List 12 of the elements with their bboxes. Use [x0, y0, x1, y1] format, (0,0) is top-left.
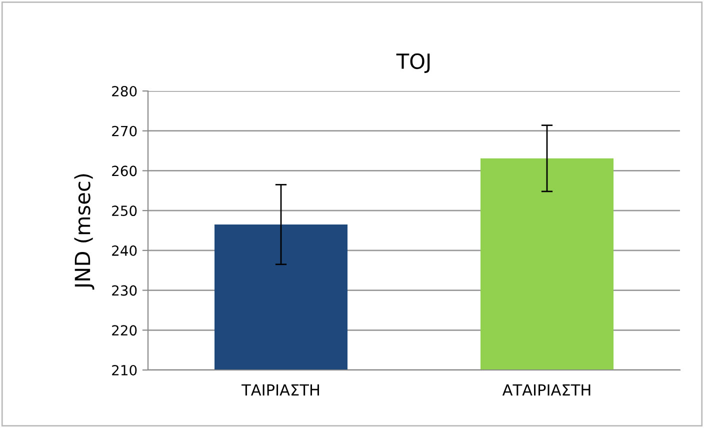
chart-title: TOJ: [396, 53, 430, 73]
y-tick-label: 260: [112, 166, 137, 176]
y-tick-label: 240: [112, 245, 137, 256]
y-tick-label: 250: [112, 206, 137, 216]
x-tick-label: ΑΤΑΙΡΙΑΣΤΗ: [502, 384, 590, 396]
y-tick-label: 270: [112, 126, 137, 136]
y-tick-label: 210: [112, 364, 137, 376]
y-tick-label: 280: [112, 86, 137, 96]
y-tick-label: 230: [112, 285, 137, 296]
y-tick-label: 220: [112, 325, 137, 336]
x-tick-label: ΤΑΙΡΙΑΣΤΗ: [241, 384, 319, 396]
y-axis-title: JND (msec): [74, 174, 94, 290]
